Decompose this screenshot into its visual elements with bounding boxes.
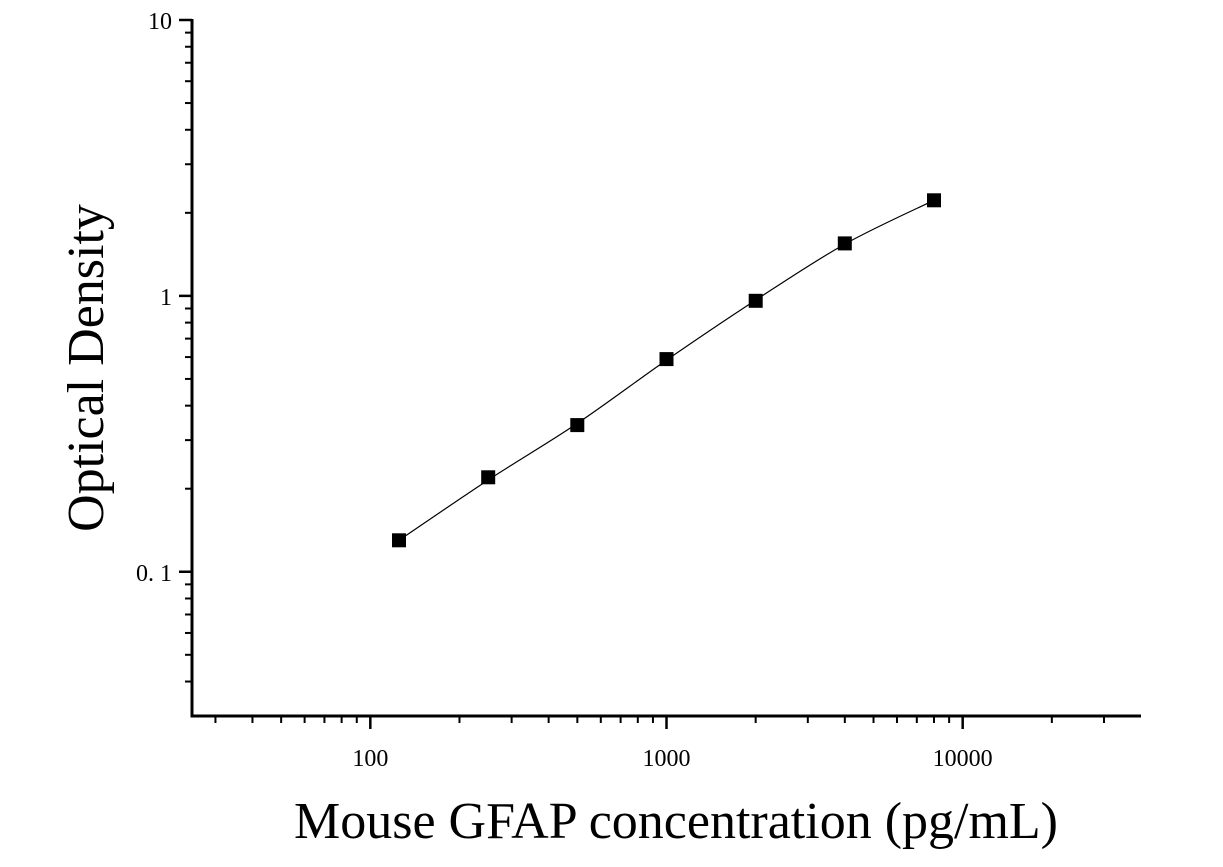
- data-point: [837, 236, 852, 251]
- data-point: [570, 418, 585, 433]
- y-tick-label: 1: [160, 285, 172, 311]
- tick-labels: 100 1000 10000 0. 1 1 10: [136, 9, 993, 772]
- y-tick-label: 10: [148, 9, 172, 35]
- x-axis-title: Mouse GFAP concentration (pg/mL): [294, 793, 1058, 850]
- x-tick-label: 10000: [933, 746, 993, 772]
- major-ticks: [179, 18, 964, 729]
- data-point: [927, 193, 941, 208]
- x-tick-label: 100: [352, 746, 388, 772]
- y-tick-label: 0. 1: [136, 561, 172, 587]
- data-point: [481, 470, 496, 485]
- data-points: [392, 193, 941, 548]
- y-axis-title: Optical Density: [58, 204, 115, 532]
- fit-curve-line: [398, 199, 935, 541]
- data-point: [748, 293, 763, 308]
- x-tick-label: 1000: [643, 746, 691, 772]
- data-point: [392, 533, 406, 548]
- data-point: [659, 352, 674, 367]
